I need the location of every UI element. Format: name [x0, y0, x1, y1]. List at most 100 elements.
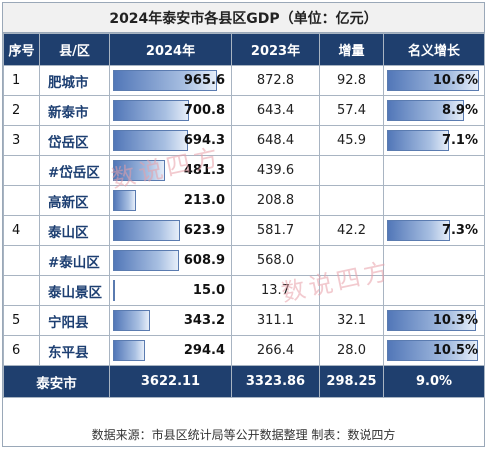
row-increase	[319, 155, 384, 186]
row-2024-cell: 965.6	[109, 65, 232, 96]
row-seq: 1	[3, 65, 40, 96]
table-row: 1 肥城市 965.6 872.8 92.8 10.6%	[3, 65, 485, 96]
row-name: 岱岳区	[39, 125, 110, 156]
row-2023: 648.4	[231, 125, 320, 156]
header-region: 县/区	[39, 33, 110, 66]
table-row: 4 泰山区 623.9 581.7 42.2 7.3%	[3, 215, 485, 246]
row-increase: 32.1	[319, 305, 384, 336]
row-growth-cell: 10.5%	[383, 335, 485, 366]
row-2024-cell: 294.4	[109, 335, 232, 366]
row-2024-value: 213.0	[183, 193, 225, 208]
row-2024-value: 294.4	[183, 343, 225, 358]
row-seq: 3	[3, 125, 40, 156]
row-growth-value: 10.3%	[432, 313, 478, 328]
row-2024-value: 700.8	[183, 103, 225, 118]
table-row: 高新区 213.0 208.8	[3, 185, 485, 216]
row-2023: 208.8	[231, 185, 320, 216]
row-seq: 4	[3, 215, 40, 246]
table-row: #泰山区 608.9 568.0	[3, 245, 485, 276]
header-2023: 2023年	[231, 33, 320, 66]
row-name: 东平县	[39, 335, 110, 366]
total-2024: 3622.11	[109, 365, 232, 398]
table-row: 3 岱岳区 694.3 648.4 45.9 7.1%	[3, 125, 485, 156]
row-2024-value: 343.2	[183, 313, 225, 328]
gdp-2024-bar	[113, 130, 188, 151]
row-increase	[319, 185, 384, 216]
gdp-2024-bar	[113, 220, 181, 241]
row-growth-value: 10.5%	[432, 343, 478, 358]
row-name: 高新区	[39, 185, 110, 216]
row-growth-cell: 10.3%	[383, 305, 485, 336]
gdp-2024-bar	[113, 190, 136, 211]
row-seq	[3, 245, 40, 276]
growth-bar	[387, 220, 451, 241]
growth-bar	[387, 70, 479, 91]
header-2024: 2024年	[109, 33, 232, 66]
row-growth-value: 7.3%	[441, 223, 478, 238]
row-name: #岱岳区	[39, 155, 110, 186]
row-2024-cell: 694.3	[109, 125, 232, 156]
row-name: 肥城市	[39, 65, 110, 96]
header-increase: 增量	[319, 33, 384, 66]
table-row: 5 宁阳县 343.2 311.1 32.1 10.3%	[3, 305, 485, 336]
row-2024-cell: 213.0	[109, 185, 232, 216]
row-increase: 92.8	[319, 65, 384, 96]
row-growth-cell: 7.3%	[383, 215, 485, 246]
row-name: #泰山区	[39, 245, 110, 276]
gdp-2024-bar	[113, 160, 165, 181]
total-increase: 298.25	[319, 365, 384, 398]
growth-bar	[387, 340, 479, 361]
row-growth-cell: 8.9%	[383, 95, 485, 126]
row-increase	[319, 275, 384, 306]
row-growth-cell	[383, 155, 485, 186]
row-2024-cell: 343.2	[109, 305, 232, 336]
row-2024-value: 15.0	[192, 283, 225, 298]
row-2024-cell: 623.9	[109, 215, 232, 246]
row-name: 宁阳县	[39, 305, 110, 336]
table-row: 2 新泰市 700.8 643.4 57.4 8.9%	[3, 95, 485, 126]
growth-bar	[387, 130, 449, 151]
row-seq	[3, 155, 40, 186]
row-seq: 6	[3, 335, 40, 366]
table-row: #岱岳区 481.3 439.6	[3, 155, 485, 186]
row-growth-value: 7.1%	[441, 133, 478, 148]
row-increase: 57.4	[319, 95, 384, 126]
row-name: 泰山景区	[39, 275, 110, 306]
row-2023: 266.4	[231, 335, 320, 366]
row-2023: 872.8	[231, 65, 320, 96]
row-2024-value: 623.9	[183, 223, 225, 238]
row-2024-value: 694.3	[183, 133, 225, 148]
table-row: 泰山景区 15.0 13.7	[3, 275, 485, 306]
gdp-2024-bar	[113, 100, 189, 121]
gdp-2024-bar	[113, 250, 179, 271]
row-2023: 311.1	[231, 305, 320, 336]
row-seq	[3, 185, 40, 216]
gdp-2024-bar	[113, 280, 115, 301]
row-2024-cell: 15.0	[109, 275, 232, 306]
row-2023: 568.0	[231, 245, 320, 276]
gdp-2024-bar	[113, 340, 145, 361]
row-increase: 42.2	[319, 215, 384, 246]
header-seq: 序号	[3, 33, 40, 66]
row-seq	[3, 275, 40, 306]
table-header-row: 序号 县/区 2024年 2023年 增量 名义增长	[3, 33, 485, 66]
row-growth-cell	[383, 245, 485, 276]
row-2024-value: 481.3	[183, 163, 225, 178]
header-growth: 名义增长	[383, 33, 485, 66]
row-increase: 28.0	[319, 335, 384, 366]
row-growth-cell	[383, 185, 485, 216]
row-growth-cell: 7.1%	[383, 125, 485, 156]
gdp-2024-bar	[113, 310, 150, 331]
row-2023: 13.7	[231, 275, 320, 306]
row-seq: 5	[3, 305, 40, 336]
total-2023: 3323.86	[231, 365, 320, 398]
row-growth-value: 10.6%	[432, 73, 478, 88]
gdp-table: 序号 县/区 2024年 2023年 增量 名义增长 1 肥城市 965.6 872.…	[3, 33, 485, 398]
row-2023: 439.6	[231, 155, 320, 186]
row-2023: 581.7	[231, 215, 320, 246]
source-footer: 数据来源：市县区统计局等公开数据整理 制表：数说四方	[91, 427, 396, 442]
row-seq: 2	[3, 95, 40, 126]
row-2024-value: 608.9	[183, 253, 225, 268]
row-2024-cell: 608.9	[109, 245, 232, 276]
